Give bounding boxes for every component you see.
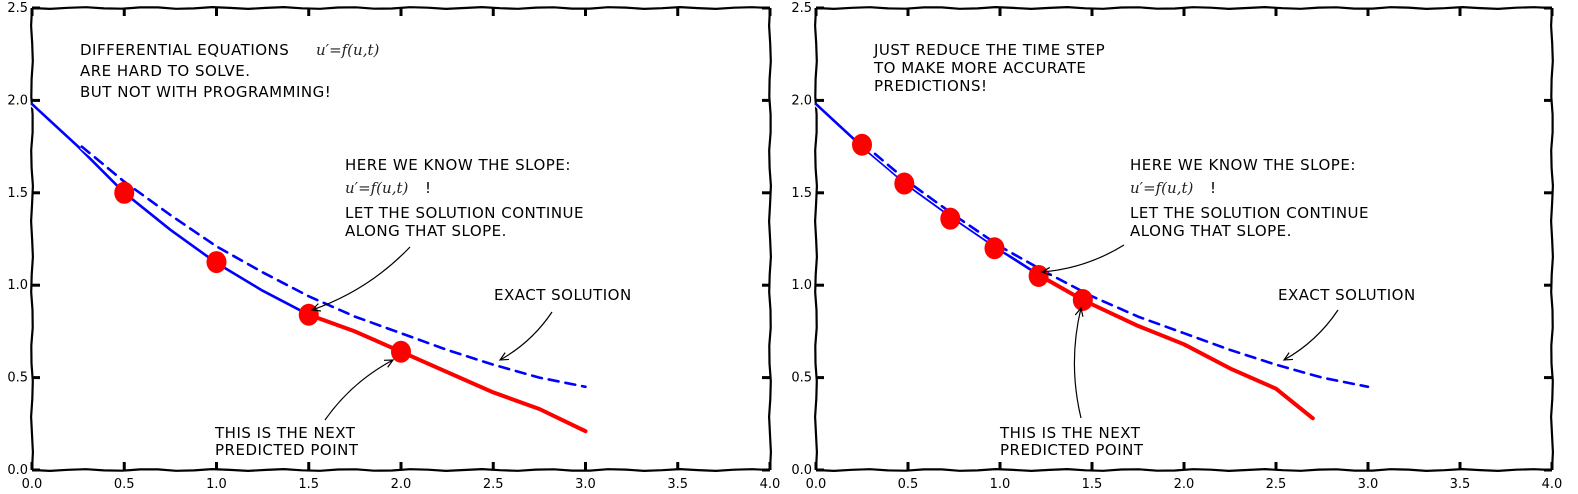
slope-equation: u′=f(u,t) [1130, 179, 1193, 197]
y-tick-label: 1.5 [7, 186, 28, 201]
intro-annotation-line: ARE HARD TO SOLVE. [80, 62, 251, 80]
predicted-point-marker [1072, 288, 1093, 311]
chart-panel-1: 0.0 0.5 1.0 1.5 2.0 2.5 3.0 3.5 4.0 0.0 0.5 1.0 1.5 2… [7, 1, 780, 492]
intro-annotation-line: DIFFERENTIAL EQUATIONS [80, 41, 289, 59]
intro-annotation-line: TO MAKE MORE ACCURATE [873, 59, 1086, 77]
chart-panel-2: 0.0 0.5 1.0 1.5 2.0 2.5 3.0 3.5 4.0 0.0 0.5 1.0 1.5 2… [791, 1, 1562, 492]
y-tick-label: 2.5 [791, 1, 812, 16]
predicted-point-marker [391, 340, 411, 363]
slope-annotation-exclaim: ! [425, 179, 432, 197]
y-tick-label: 1.0 [7, 278, 28, 293]
x-tick-label: 0.0 [806, 477, 827, 492]
x-tick-label: 4.0 [760, 477, 781, 492]
arrowhead-icon [383, 359, 395, 368]
axis-left [29, 7, 35, 471]
x-tick-label: 2.0 [391, 477, 412, 492]
x-tick-label: 2.5 [1266, 477, 1287, 492]
predicted-point-marker [894, 172, 915, 195]
arrowhead-icon [1282, 352, 1294, 361]
x-tick-label: 0.5 [898, 477, 919, 492]
predicted-point-marker [984, 237, 1005, 260]
exact-solution-label: EXACT SOLUTION [1278, 286, 1416, 304]
intro-annotation-line: BUT NOT WITH PROGRAMMING! [80, 83, 331, 101]
exact-solution-label: EXACT SOLUTION [494, 286, 632, 304]
annotation-arrow [324, 359, 394, 421]
x-tick-label: 1.5 [298, 477, 319, 492]
annotation-arrow [1073, 307, 1082, 419]
axis-top [815, 5, 1553, 11]
y-tick-label: 2.5 [7, 1, 28, 16]
axis-right [767, 7, 773, 471]
y-tick-label: 0.5 [7, 371, 28, 386]
axis-right [1549, 7, 1555, 471]
predicted-solution-line [306, 312, 588, 434]
x-tick-label: 3.0 [575, 477, 596, 492]
y-tick-label: 1.5 [791, 186, 812, 201]
x-tick-label: 1.0 [206, 477, 227, 492]
exact-solution-line [860, 141, 1370, 389]
slope-annotation-line: ALONG THAT SLOPE. [345, 222, 507, 240]
predicted-point-marker [114, 181, 135, 204]
predicted-point-marker [852, 133, 872, 156]
arrowhead-icon [1040, 266, 1051, 276]
x-tick-label: 2.5 [483, 477, 504, 492]
y-tick-label: 2.0 [791, 93, 812, 108]
line-halo [860, 140, 1369, 390]
annotation-arrow [1041, 244, 1125, 273]
annotation-arrow [499, 311, 553, 361]
slope-annotation-line: HERE WE KNOW THE SLOPE: [1130, 156, 1356, 174]
y-tick-label: 0.0 [7, 463, 28, 478]
line-halo [30, 102, 310, 318]
exact-solution-line [80, 145, 587, 389]
slope-annotation-line: LET THE SOLUTION CONTINUE [1130, 204, 1369, 222]
euler-solution-line [30, 102, 311, 317]
intro-annotation-line: JUST REDUCE THE TIME STEP [873, 41, 1105, 59]
axis-left [813, 7, 819, 471]
y-tick-label: 1.0 [791, 278, 812, 293]
x-tick-label: 3.5 [1450, 477, 1471, 492]
line-halo [80, 144, 586, 390]
next-point-annotation-line: PREDICTED POINT [215, 441, 359, 459]
slope-equation: u′=f(u,t) [345, 179, 408, 197]
y-tick-label: 2.0 [7, 93, 28, 108]
y-tick-label: 0.5 [791, 371, 812, 386]
arrowhead-icon [498, 352, 510, 361]
x-tick-label: 1.5 [1082, 477, 1103, 492]
x-tick-label: 4.0 [1542, 477, 1563, 492]
x-tick-label: 1.0 [990, 477, 1011, 492]
intro-equation: u′=f(u,t) [316, 41, 379, 59]
next-point-annotation-line: PREDICTED POINT [1000, 441, 1144, 459]
x-tick-label: 3.0 [1358, 477, 1379, 492]
annotation-arrow [1283, 309, 1339, 361]
slope-annotation-line: LET THE SOLUTION CONTINUE [345, 204, 584, 222]
next-point-annotation-line: THIS IS THE NEXT [999, 424, 1141, 442]
x-tick-label: 3.5 [667, 477, 688, 492]
slope-annotation-line: ALONG THAT SLOPE. [1130, 222, 1292, 240]
x-tick-label: 2.0 [1174, 477, 1195, 492]
axis-top [31, 5, 771, 11]
next-point-annotation-line: THIS IS THE NEXT [214, 424, 356, 442]
intro-annotation-line: PREDICTIONS! [874, 77, 988, 95]
x-tick-label: 0.0 [22, 477, 43, 492]
x-tick-label: 0.5 [114, 477, 135, 492]
slope-annotation-exclaim: ! [1210, 179, 1217, 197]
predicted-point-marker [940, 207, 961, 230]
predicted-point-marker [206, 251, 227, 274]
slope-annotation-line: HERE WE KNOW THE SLOPE: [345, 156, 571, 174]
arrowhead-icon [310, 303, 322, 312]
y-tick-label: 0.0 [791, 463, 812, 478]
annotation-arrow [311, 246, 411, 311]
arrowhead-icon [1074, 306, 1084, 317]
predicted-point-marker [1028, 264, 1049, 287]
